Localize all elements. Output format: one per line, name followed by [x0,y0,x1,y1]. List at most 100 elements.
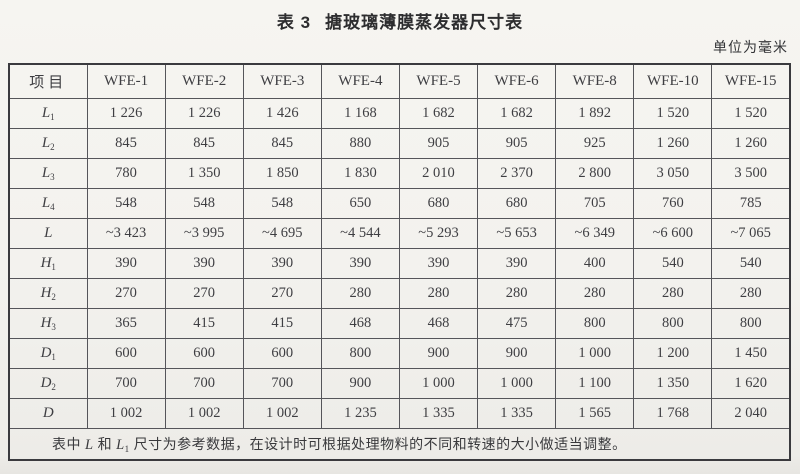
table-row: L2 845 845 845 880 905 905 925 1 260 1 260 [8,128,791,159]
dimension-value: 1 002 [242,398,322,429]
dimension-value: 1 620 [711,368,791,399]
dimension-value: ~4 695 [242,218,322,249]
dimension-value: 1 000 [398,368,479,399]
dimension-value: 548 [242,188,322,219]
row-label: L [8,218,88,249]
dimension-value: 390 [164,248,244,279]
dimension-value: 1 226 [164,98,244,129]
dimension-value: 1 226 [86,98,166,129]
dimension-value: ~6 600 [633,218,713,249]
dimension-value: 1 768 [633,398,713,429]
dimension-value: 280 [711,278,791,309]
symbol-L1: L [116,437,125,453]
dimension-value: 390 [242,248,322,279]
dimension-value: 415 [164,308,244,339]
dimension-value: 1 260 [711,128,791,159]
row-label: D2 [8,368,88,399]
unit-note: 单位为毫米 [713,41,788,56]
row-label: H2 [8,278,88,309]
dimension-value: 468 [398,308,479,339]
table-header: 项目 WFE-1 WFE-2 WFE-3 WFE-4 WFE-5 WFE-6 WFE-8 WFE… [8,63,791,99]
dimension-value: 1 335 [477,398,557,429]
table-row: H3 365 415 415 468 468 475 800 800 800 [8,308,791,339]
dimension-value: 905 [477,128,557,159]
dimension-value: 1 830 [320,158,400,189]
dimension-value: 1 000 [555,338,635,369]
dimension-value: 900 [398,338,479,369]
dimension-value: ~4 544 [320,218,400,249]
dimension-value: 400 [555,248,635,279]
table-row: D1 600 600 600 800 900 900 1 000 1 200 1 450 [8,338,791,369]
dimension-value: 760 [633,188,713,219]
column-header-model: WFE-10 [633,63,713,99]
table-row: L4 548 548 548 650 680 680 705 760 785 [8,188,791,219]
dimension-value: 700 [86,368,166,399]
dimension-value: 845 [86,128,166,159]
dimension-value: 1 000 [477,368,557,399]
dimension-value: 900 [320,368,400,399]
dimension-value: 280 [398,278,479,309]
table-footer: 表中 L 和 L1 尺寸为参考数据，在设计时可根据处理物料的不同和转速的大小做适… [8,428,791,461]
dimension-value: 390 [320,248,400,279]
dimension-value: 600 [242,338,322,369]
table-row: H2 270 270 270 280 280 280 280 280 280 [8,278,791,309]
dimension-value: 900 [477,338,557,369]
dimension-value: 280 [477,278,557,309]
dimension-value: 905 [398,128,479,159]
table-title: 表 3 搪玻璃薄膜蒸发器尺寸表 [0,8,800,33]
table-row: L1 1 226 1 226 1 426 1 168 1 682 1 682 1 892 1 5… [8,98,791,129]
dimension-value: 800 [711,308,791,339]
row-label: D1 [8,338,88,369]
dimension-value: 880 [320,128,400,159]
footnote-row: 表中 L 和 L1 尺寸为参考数据，在设计时可根据处理物料的不同和转速的大小做适… [8,428,791,461]
table-body: L1 1 226 1 226 1 426 1 168 1 682 1 682 1 892 1 5… [8,98,791,429]
dimension-value: 600 [86,338,166,369]
dimension-value: 1 200 [633,338,713,369]
dimension-value: 800 [555,308,635,339]
dimension-value: 925 [555,128,635,159]
dimension-value: 475 [477,308,557,339]
dimension-value: 800 [320,338,400,369]
dimension-value: 548 [164,188,244,219]
dimension-value: 2 040 [711,398,791,429]
dimension-value: 785 [711,188,791,219]
dimension-value: 1 235 [320,398,400,429]
dimension-value: 1 350 [164,158,244,189]
dimension-value: 365 [86,308,166,339]
dimension-value: 2 800 [555,158,635,189]
dimension-value: ~3 423 [86,218,166,249]
column-header-model: WFE-6 [477,63,557,99]
dimension-value: 2 010 [398,158,479,189]
dimension-value: 3 050 [633,158,713,189]
dimension-value: 548 [86,188,166,219]
column-header-model: WFE-2 [164,63,244,99]
row-label: H3 [8,308,88,339]
column-header-model: WFE-1 [86,63,166,99]
dimension-value: ~5 653 [477,218,557,249]
column-header-model: WFE-8 [555,63,635,99]
footnote-text: 尺寸为参考数据，在设计时可根据处理物料的不同和转速的大小做适当调整。 [129,438,627,453]
dimension-value: 1 682 [398,98,479,129]
dimension-value: ~3 995 [164,218,244,249]
dimension-value: 390 [477,248,557,279]
dimension-value: ~6 349 [555,218,635,249]
dimension-table: 项目 WFE-1 WFE-2 WFE-3 WFE-4 WFE-5 WFE-6 WFE-8 WFE… [8,63,791,461]
dimension-value: 1 426 [242,98,322,129]
footnote-cell: 表中 L 和 L1 尺寸为参考数据，在设计时可根据处理物料的不同和转速的大小做适… [8,428,791,461]
table-name: 搪玻璃薄膜蒸发器尺寸表 [325,13,524,32]
column-header-model: WFE-15 [711,63,791,99]
dimension-value: 1 520 [633,98,713,129]
dimension-value: 1 350 [633,368,713,399]
footnote-text: 和 [93,438,117,453]
dimension-value: 705 [555,188,635,219]
dimension-value: 1 565 [555,398,635,429]
dimension-value: 270 [86,278,166,309]
column-header-item: 项目 [8,63,88,99]
dimension-value: 600 [164,338,244,369]
footnote-text: 表中 [52,438,85,453]
table-row: D2 700 700 700 900 1 000 1 000 1 100 1 350 1 620 [8,368,791,399]
dimension-value: 1 520 [711,98,791,129]
row-label: L2 [8,128,88,159]
